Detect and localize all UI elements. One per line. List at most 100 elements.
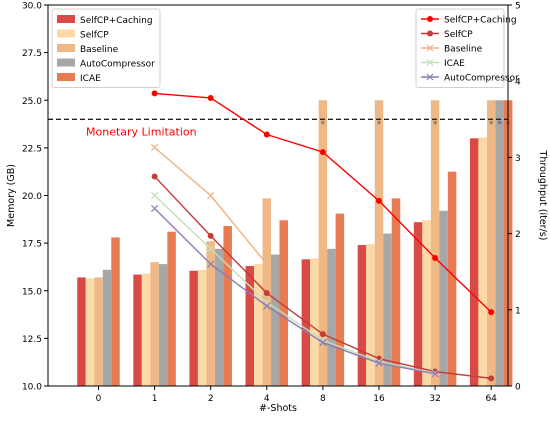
bar-selfcp-caching-64	[469, 138, 479, 386]
point-selfcp	[319, 331, 326, 338]
point-baseline	[150, 143, 159, 152]
legend-left-label: AutoCompressor	[80, 60, 155, 70]
bar-selfcp-caching-8	[301, 259, 311, 386]
y-right-tick-label: 3	[515, 154, 521, 164]
bar-autocompressor-2	[214, 248, 224, 386]
y-right-tick-label: 5	[515, 2, 521, 12]
oom-marker: *	[433, 120, 438, 130]
oom-marker: *	[321, 120, 326, 130]
legend-left-label: Baseline	[80, 45, 119, 55]
point-selfcp	[151, 173, 158, 180]
bar-icae-0	[111, 237, 120, 386]
bar-icae-8	[335, 213, 345, 386]
legend-right-marker	[427, 16, 433, 22]
bar-baseline-8	[318, 100, 328, 386]
point-selfcp	[263, 290, 270, 297]
x-tick-label: 64	[485, 394, 497, 404]
bar-icae-16	[391, 198, 401, 386]
bar-selfcp-caching-0	[77, 277, 86, 386]
oom-marker: *	[497, 120, 502, 130]
legend-right-label: Baseline	[444, 45, 483, 55]
y-right-tick-label: 4	[515, 78, 521, 88]
point-baseline	[263, 260, 271, 268]
legend-left-label: ICAE	[80, 74, 101, 84]
point-selfcp	[207, 232, 214, 239]
point-autocompressor	[207, 260, 215, 268]
bar-selfcp-64	[478, 137, 487, 386]
bar-baseline-2	[206, 241, 215, 386]
legend-right-marker	[427, 30, 433, 37]
line-autocompressor	[154, 207, 436, 375]
y-right-axis-label: Throughput (iter/s)	[537, 150, 548, 241]
bar-selfcp-1	[141, 273, 151, 386]
point-icae	[207, 245, 215, 253]
legend-left-label: SelfCP+Caching	[80, 16, 153, 26]
bar-autocompressor-64	[495, 100, 504, 386]
bar-icae-4	[279, 220, 289, 386]
bar-icae-1	[167, 231, 176, 386]
legend-right-marker	[426, 44, 434, 52]
x-tick-label: 4	[264, 394, 270, 404]
legend-left-label: SelfCP	[80, 31, 109, 41]
legend-right-label: SelfCP	[444, 30, 473, 40]
bar-autocompressor-16	[383, 233, 392, 386]
legend-left-swatch	[57, 15, 75, 23]
legend-left-swatch	[57, 44, 75, 52]
limit-annotation: Monetary Limitation	[86, 125, 197, 138]
x-axis-label: #-Shots	[259, 403, 297, 414]
bar-selfcp-2	[197, 269, 207, 386]
point-selfcp	[488, 375, 495, 382]
point-autocompressor	[319, 338, 327, 347]
bar-autocompressor-32	[439, 210, 448, 386]
y-right-tick-label: 0	[515, 383, 521, 393]
bar-selfcp-caching-32	[413, 222, 423, 386]
point-selfcp-caching	[432, 254, 439, 261]
bar-selfcp-32	[422, 220, 431, 386]
y-left-tick-label: 20.0	[22, 192, 42, 202]
point-selfcp-caching	[488, 309, 495, 316]
oom-marker: *	[377, 120, 382, 130]
bar-selfcp-caching-2	[189, 270, 198, 386]
bar-autocompressor-4	[271, 254, 280, 386]
legend-left-box	[51, 8, 161, 88]
x-tick-label: 0	[96, 394, 102, 404]
legend-right-box	[415, 8, 505, 88]
y-left-tick-label: 25.0	[22, 97, 42, 107]
point-autocompressor	[431, 370, 439, 378]
point-autocompressor	[263, 302, 271, 310]
bar-baseline-1	[150, 262, 159, 386]
x-tick-label: 32	[429, 394, 440, 404]
bar-baseline-16	[374, 100, 384, 386]
point-selfcp-caching	[207, 94, 214, 101]
bar-autocompressor-8	[327, 248, 336, 386]
bar-selfcp-8	[310, 258, 319, 386]
y-left-axis-label: Memory (GB)	[6, 164, 17, 227]
point-selfcp-caching	[263, 131, 270, 138]
legend-right-label: AutoCompressor	[444, 74, 519, 84]
bar-icae-32	[447, 171, 457, 386]
bar-selfcp-caching-16	[357, 245, 367, 386]
y-left-tick-label: 17.5	[22, 240, 42, 250]
point-selfcp-caching	[375, 197, 382, 204]
bar-selfcp-16	[366, 244, 375, 386]
bar-baseline-32	[430, 100, 440, 386]
y-right-tick-label: 1	[515, 306, 521, 316]
bar-selfcp-0	[85, 278, 95, 386]
point-selfcp-caching	[319, 149, 326, 156]
legend-right-marker	[426, 59, 434, 66]
bar-baseline-64	[486, 100, 496, 386]
point-baseline	[207, 191, 215, 200]
bar-baseline-0	[94, 277, 103, 386]
x-tick-label: 1	[152, 394, 158, 404]
y-left-tick-label: 12.5	[22, 335, 42, 345]
point-autocompressor	[150, 204, 159, 213]
bar-selfcp-caching-1	[133, 274, 142, 386]
line-icae	[154, 194, 436, 374]
legend-right-label: ICAE	[444, 59, 465, 69]
y-left-tick-label: 27.5	[22, 49, 42, 59]
y-left-tick-label: 10.0	[22, 383, 42, 393]
y-left-tick-label: 30.0	[22, 2, 42, 12]
legend-right-label: SelfCP+Caching	[444, 16, 517, 26]
